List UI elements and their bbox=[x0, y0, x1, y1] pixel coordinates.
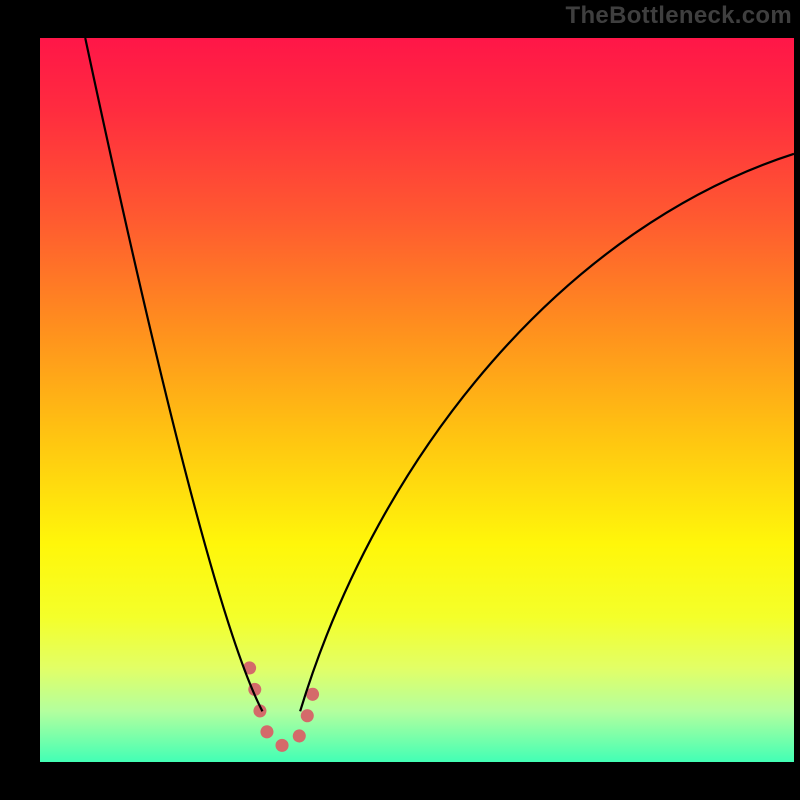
figure-root: TheBottleneck.com bbox=[0, 0, 800, 800]
watermark-text: TheBottleneck.com bbox=[566, 2, 792, 30]
plot-svg bbox=[40, 38, 794, 762]
plot-background bbox=[40, 38, 794, 762]
plot-area bbox=[40, 38, 794, 762]
